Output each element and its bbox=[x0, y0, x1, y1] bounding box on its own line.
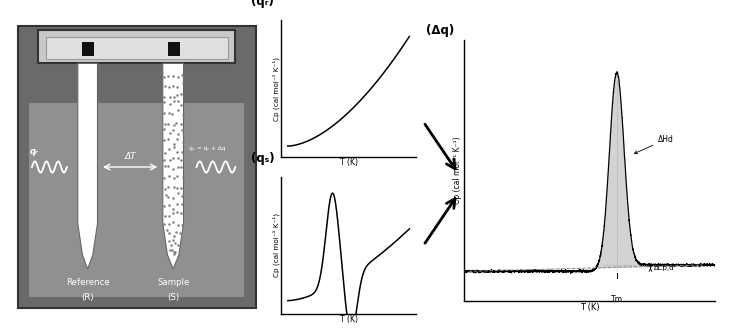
Text: (S): (S) bbox=[167, 293, 180, 302]
X-axis label: T (K): T (K) bbox=[339, 158, 358, 167]
X-axis label: T (K): T (K) bbox=[339, 315, 358, 324]
Text: ΔHd: ΔHd bbox=[634, 135, 674, 154]
Bar bbox=[29, 103, 245, 297]
Polygon shape bbox=[163, 63, 183, 269]
Bar bbox=[82, 42, 94, 56]
Text: ΔT: ΔT bbox=[125, 152, 137, 161]
Text: qₛ = qᵣ + Δq: qₛ = qᵣ + Δq bbox=[188, 146, 225, 151]
Text: (Δq): (Δq) bbox=[426, 24, 454, 37]
X-axis label: T (K): T (K) bbox=[580, 303, 599, 312]
Text: (R): (R) bbox=[81, 293, 94, 302]
Text: (qₛ): (qₛ) bbox=[251, 152, 275, 165]
Text: Reference: Reference bbox=[66, 279, 110, 288]
Polygon shape bbox=[78, 63, 98, 269]
Text: Tm: Tm bbox=[611, 295, 623, 304]
Text: ΔCp,d: ΔCp,d bbox=[654, 265, 675, 271]
Text: Sample: Sample bbox=[157, 279, 189, 288]
Y-axis label: Cp (cal mol⁻¹ K⁻¹): Cp (cal mol⁻¹ K⁻¹) bbox=[272, 56, 280, 121]
Bar bbox=[46, 37, 228, 59]
Y-axis label: Cp (cal mol⁻¹ K⁻¹): Cp (cal mol⁻¹ K⁻¹) bbox=[272, 213, 280, 278]
Text: (qᵣ): (qᵣ) bbox=[251, 0, 274, 8]
Bar bbox=[168, 42, 180, 56]
Y-axis label: Cp (cal mol⁻¹ K⁻¹): Cp (cal mol⁻¹ K⁻¹) bbox=[453, 137, 462, 204]
Text: qᵣ: qᵣ bbox=[30, 147, 39, 156]
Bar bbox=[39, 30, 235, 63]
